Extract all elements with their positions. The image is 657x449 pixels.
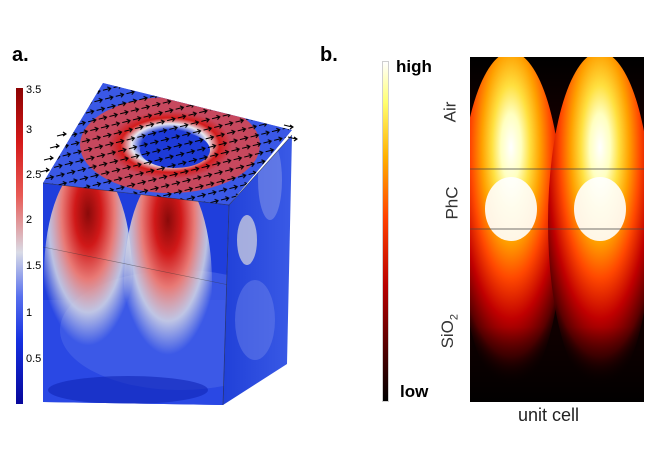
colorbar-low-label: low [400,382,429,401]
sio2-text: SiO [438,320,458,349]
sio2-subscript: 2 [448,313,461,321]
colorbar-a-tick: 1 [26,307,33,319]
colorbar-a-tick: 2.5 [26,169,42,181]
front-red-lobe [44,183,132,385]
panel-b-label: b. [320,44,338,66]
colorbar-high-label: high [396,57,432,76]
panel-a-label: a. [12,44,29,66]
panel-a-field-cube [39,83,298,406]
region-air-label: Air [440,101,460,123]
panel-b-colorbar [382,61,389,402]
colorbar-a-tick: 2 [26,214,33,226]
colorbar-a-tick: 0.5 [26,353,42,365]
panel-b-xlabel: unit cell [518,405,580,425]
colorbar-a-tick: 3.5 [26,84,42,96]
panel-a-colorbar [16,88,23,404]
front-red-lobe [124,183,212,395]
colorbar-a-tick: 1.5 [26,260,42,272]
colorbar-a-tick: 3 [26,124,33,136]
region-phc-label: PhC [442,186,462,220]
region-sio2-label: SiO2 [438,314,460,348]
panel-b-field-map [470,57,644,402]
